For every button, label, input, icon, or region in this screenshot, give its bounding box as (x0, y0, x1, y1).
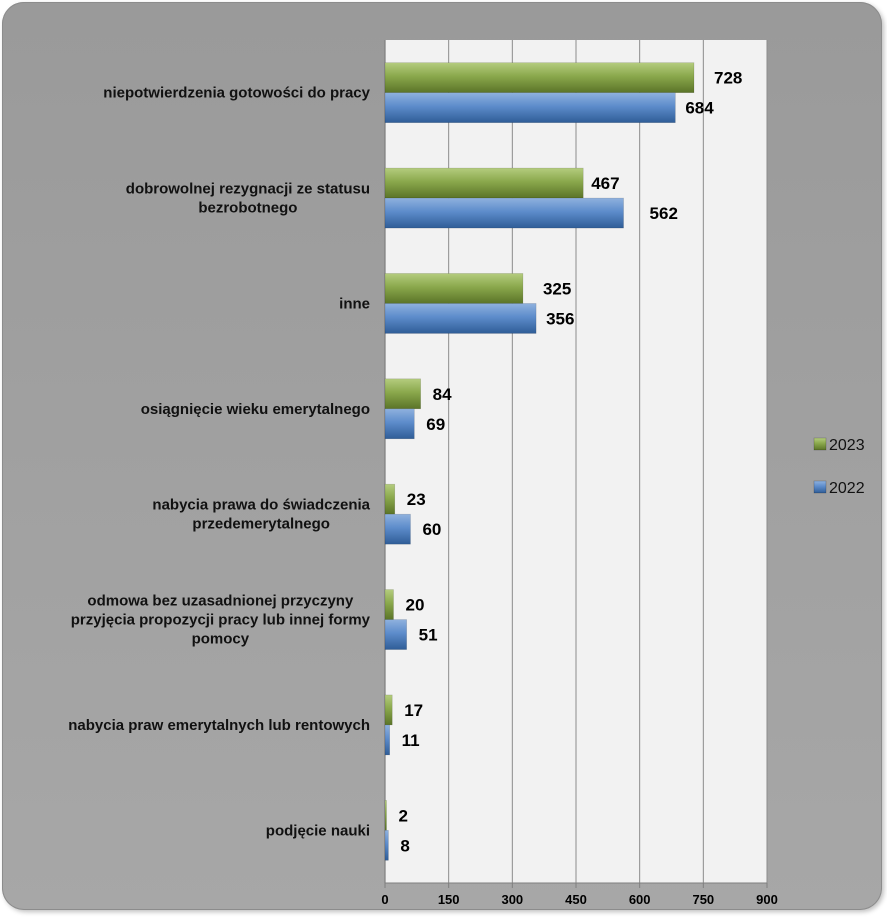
bar-2022 (385, 830, 388, 860)
bar-2023 (385, 484, 395, 514)
bar-2022 (385, 303, 536, 333)
x-tick-label: 150 (438, 892, 460, 907)
data-label-2023: 17 (404, 701, 423, 720)
x-tick-label: 600 (629, 892, 651, 907)
data-label-2023: 728 (714, 69, 742, 88)
data-label-2022: 11 (402, 731, 420, 750)
data-label-2023: 84 (433, 385, 452, 404)
category-labels: niepotwierdzenia gotowości do pracy dobro… (68, 85, 370, 840)
bar-2023 (385, 590, 393, 620)
category-label: niepotwierdzenia gotowości do pracy (103, 85, 370, 102)
bar-2022 (385, 409, 414, 439)
data-label-2023: 325 (543, 279, 571, 298)
x-tick-label: 450 (565, 892, 587, 907)
data-label-2023: 20 (405, 596, 424, 615)
bar-2023 (385, 168, 583, 198)
bar-2022 (385, 514, 410, 544)
x-tick-label: 750 (692, 892, 714, 907)
bar-2023 (385, 63, 694, 93)
x-tick-label: 300 (501, 892, 523, 907)
data-label-2023: 467 (591, 174, 619, 193)
data-label-2023: 2 (399, 806, 408, 825)
category-label: podjęcie nauki (266, 822, 370, 839)
legend-swatch-2022 (814, 481, 826, 493)
data-label-2023: 23 (407, 490, 426, 509)
legend-label-2023: 2023 (829, 437, 865, 454)
bar-2022 (385, 620, 407, 650)
bar-2022 (385, 198, 624, 228)
category-label: inne (339, 295, 370, 312)
legend-label-2022: 2022 (829, 480, 865, 497)
category-label: nabycia prawa do świadczenia przedemeryta… (152, 497, 370, 533)
category-label: osiągnięcie wieku emerytalnego (141, 401, 370, 418)
bar-2023 (385, 800, 387, 830)
legend: 2023 2022 (814, 437, 865, 497)
x-axis-ticks: 0 150 300 450 600 750 900 (381, 883, 777, 907)
x-tick-label: 900 (756, 892, 778, 907)
x-tick-label: 0 (381, 892, 388, 907)
bar-2022 (385, 725, 390, 755)
data-label-2022: 51 (419, 626, 438, 645)
data-label-2022: 69 (426, 415, 445, 434)
data-label-2022: 684 (685, 99, 714, 118)
data-label-2022: 8 (400, 836, 409, 855)
data-label-2022: 356 (546, 309, 574, 328)
legend-swatch-2023 (814, 438, 826, 450)
data-label-2022: 60 (422, 520, 441, 539)
category-label: dobrowolnej rezygnacji ze statusu bezrobo… (126, 181, 370, 217)
bar-2023 (385, 695, 392, 725)
category-label: nabycia praw emerytalnych lub rentowych (68, 717, 370, 734)
bar-2022 (385, 93, 675, 123)
bar-2023 (385, 379, 421, 409)
bar-2023 (385, 273, 523, 303)
data-label-2022: 562 (650, 204, 678, 223)
category-label: odmowa bez uzasadnionej przyczyny przyjęc… (71, 593, 371, 648)
